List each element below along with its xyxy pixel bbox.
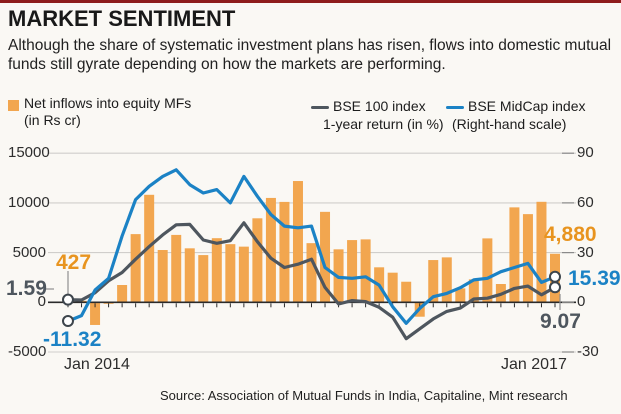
bar-Feb-2016	[401, 281, 412, 303]
bar-Apr-2016	[428, 260, 439, 303]
legend-midcap-sublabel: (Right-hand scale)	[452, 116, 567, 132]
right-axis-tick-90: 90	[577, 144, 594, 162]
legend-midcap-dash-icon	[446, 106, 464, 109]
bar-Nov-2015	[360, 239, 371, 303]
legend-net-inflows: Net inflows into equity MFs (in Rs cr)	[24, 95, 214, 129]
right-axis-tick-60: 60	[577, 193, 594, 211]
bar-Oct-2015	[347, 240, 358, 303]
bar-May-2015	[279, 201, 290, 303]
legend-bse100-label: BSE 100 index	[333, 98, 426, 114]
bar-Dec-2014	[211, 238, 222, 303]
bar-Oct-2016	[509, 207, 520, 303]
left-axis-tick-5000: 5000	[12, 243, 46, 261]
bar-Aug-2015	[320, 211, 331, 303]
endpoint-marker	[549, 281, 561, 294]
callout-start-midcap: -11.32	[43, 328, 102, 351]
callout-end-bse100: 9.07	[540, 310, 581, 333]
bar-Jun-2015	[292, 181, 303, 303]
right-axis-tick-0: 0	[577, 293, 586, 311]
legend-bar-swatch-icon	[8, 100, 19, 111]
source-note: Source: Association of Mutual Funds in I…	[160, 388, 568, 403]
bar-Aug-2016	[482, 238, 493, 303]
legend-bse100-sublabel: 1-year return (in %)	[323, 116, 444, 132]
callout-start-bse100: 1.59	[6, 277, 47, 300]
legend-midcap-label: BSE MidCap index	[468, 98, 586, 114]
bar-Nov-2016	[522, 214, 533, 303]
bar-Mar-2014	[90, 302, 101, 325]
callout-end-inflow: 4,880	[544, 223, 597, 246]
accent-strip	[0, 0, 621, 3]
bar-Feb-2015	[238, 246, 249, 303]
legend-bse100-dash-icon	[311, 106, 329, 109]
bar-Jun-2016	[455, 288, 466, 303]
bar-Jun-2014	[130, 234, 141, 303]
page-title: MARKET SENTIMENT	[8, 6, 236, 31]
left-axis-tick-0: 0	[37, 293, 46, 311]
bar-May-2014	[117, 285, 128, 303]
bar-Jul-2016	[468, 279, 479, 303]
x-axis-label-end: Jan 2017	[501, 356, 567, 373]
right-axis-tick-30: 30	[577, 243, 594, 261]
midcap-line	[66, 168, 557, 325]
legend-net-inflows-line2: (in Rs cr)	[24, 112, 81, 128]
left-axis-tick-10000: 10000	[8, 193, 50, 211]
bar-Nov-2014	[198, 255, 209, 303]
right-axis-tick--30: -30	[577, 343, 599, 360]
bse100-line	[66, 221, 557, 341]
bar-Sep-2014	[171, 234, 182, 303]
left-axis-tick-15000: 15000	[8, 144, 50, 162]
endpoint-marker	[62, 293, 74, 306]
bar-Jul-2015	[306, 243, 317, 303]
bar-Apr-2015	[265, 197, 276, 303]
bar-Jan-2015	[225, 244, 236, 303]
x-axis-label-start: Jan 2014	[64, 356, 130, 373]
callout-start-inflow: 427	[56, 251, 92, 274]
chart-subtitle: Although the share of systematic investm…	[8, 37, 612, 73]
callout-end-midcap: 15.39	[568, 267, 621, 290]
left-axis-tick--5000: -5000	[8, 343, 47, 360]
endpoint-marker	[549, 270, 561, 283]
bar-Mar-2015	[252, 218, 263, 303]
bar-Oct-2014	[184, 248, 195, 303]
bar-Jan-2016	[387, 272, 398, 303]
bar-Aug-2014	[157, 250, 168, 303]
endpoint-marker	[62, 315, 74, 328]
bar-Dec-2016	[536, 201, 547, 303]
legend-net-inflows-line1: Net inflows into equity MFs	[24, 95, 192, 111]
bar-May-2016	[441, 257, 452, 303]
